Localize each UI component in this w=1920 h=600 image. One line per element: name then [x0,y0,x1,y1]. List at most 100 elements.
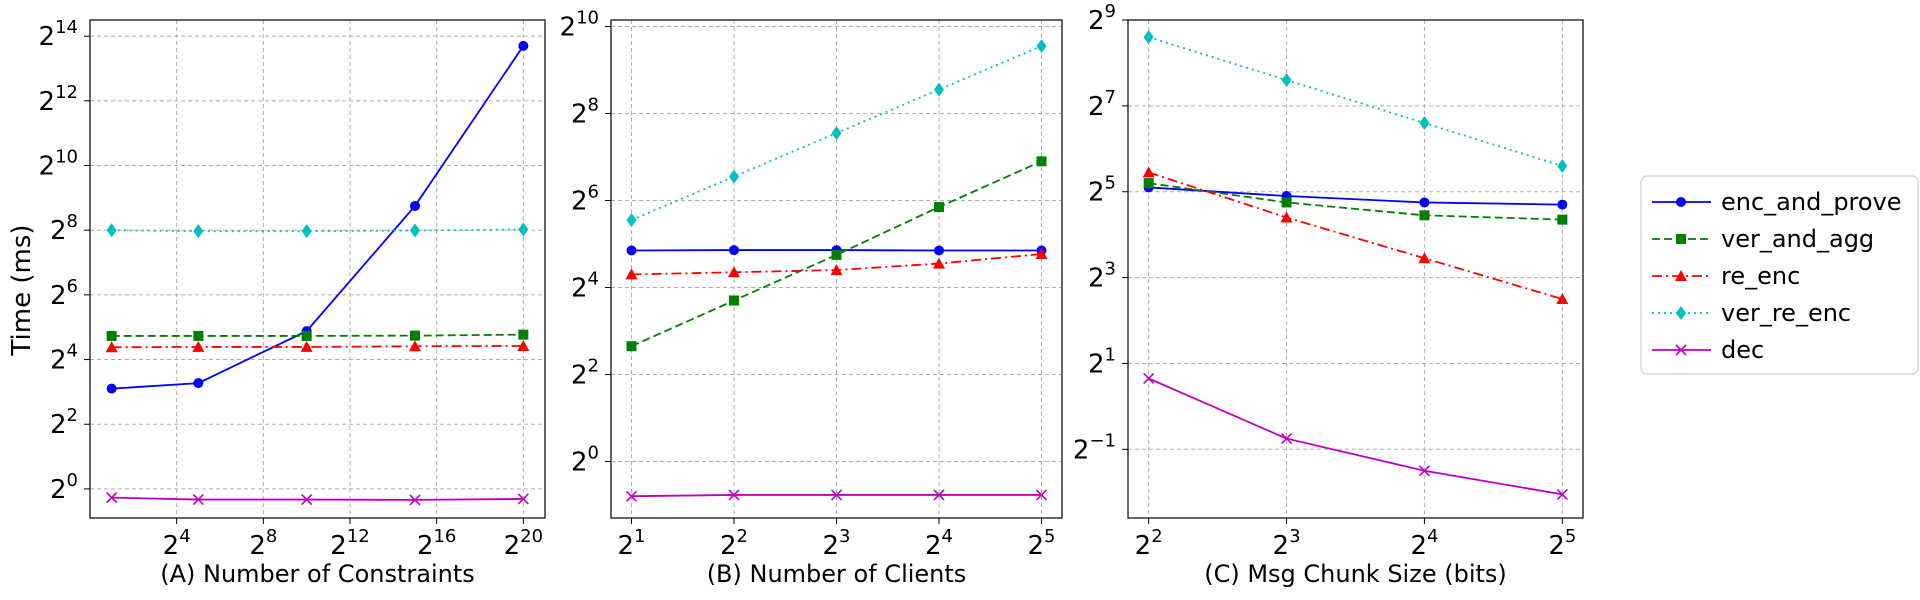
y-tick-label: 210 [560,8,599,43]
legend-label-ver_re_enc: ver_re_enc [1721,299,1851,327]
data-point-ver_re_enc [1143,30,1154,45]
legend-marker-ver_re_enc [1676,306,1686,320]
x-tick-label: 23 [823,526,851,561]
series-line-dec [1148,377,1563,496]
data-point-re_enc [728,266,740,278]
series-line-re_enc [1148,171,1563,300]
data-point-ver_and_agg [1036,156,1047,167]
y-tick-label: 29 [1088,1,1116,36]
x-tick-label: 21 [618,526,646,561]
legend-label-ver_and_agg: ver_and_agg [1721,225,1874,253]
legend-frame [1640,175,1919,375]
data-point-enc_and_prove [934,245,944,256]
x-tick-label: 23 [1273,526,1301,561]
y-tick-label: 25 [1088,173,1116,208]
x-tick-label: 212 [330,526,369,561]
panel-a: 24 28 212 216 220 20 22 24 26 28 210 212 214 (A) Numb… [39,17,546,588]
series-ver_and_agg [106,329,529,341]
data-point-ver_and_agg [410,330,420,341]
series-re_enc [105,339,530,353]
data-point-ver_re_enc [1419,116,1430,131]
legend: enc_and_prove ver_and_agg re_enc ver_re_enc… [1640,175,1919,375]
series-enc_and_prove [106,40,529,394]
legend-item-re_enc: re_enc [1652,262,1800,290]
data-point-enc_and_prove [106,383,117,394]
data-point-re_enc [1142,166,1155,178]
data-point-re_enc [409,340,421,352]
legend-label-re_enc: re_enc [1721,262,1800,290]
x-tick-label: 24 [1410,526,1438,561]
x-tick-label: 216 [417,526,456,561]
data-point-dec [1556,488,1568,500]
data-point-ver_and_agg [301,330,312,341]
x-tick-label: 22 [720,526,748,561]
data-point-enc_and_prove [410,200,420,211]
data-point-ver_re_enc [518,222,529,237]
y-tick-label: 23 [1088,259,1116,294]
data-point-enc_and_prove [518,40,529,51]
y-tick-label: 21 [1088,344,1116,379]
x-axis-label: (B) Number of Clients [707,560,967,588]
data-point-re_enc [830,264,843,276]
legend-item-enc_and_prove: enc_and_prove [1652,188,1902,216]
series-line-ver_and_agg [111,333,524,337]
data-point-ver_and_agg [518,329,529,340]
data-point-re_enc [300,340,313,352]
series-line-ver_re_enc [1148,36,1563,167]
data-point-ver_and_agg [1557,214,1568,225]
legend-label-dec: dec [1721,336,1764,364]
data-point-dec [728,489,740,501]
y-tick-label: 214 [39,17,78,52]
x-tick-label: 22 [1135,526,1163,561]
legend-marker-re_enc [1675,270,1687,281]
x-tick-label: 25 [1548,526,1576,561]
x-axis-label: (C) Msg Chunk Size (bits) [1204,560,1507,588]
data-point-enc_and_prove [193,378,204,389]
y-tick-label: 28 [50,211,78,246]
y-axis-label: Time (ms) [7,224,37,356]
axes-frame [1127,19,1584,519]
y-tick-label: 22 [50,405,78,440]
data-point-enc_and_prove [729,245,739,256]
x-tick-label: 25 [1028,526,1056,561]
y-tick-label: 28 [571,95,599,130]
legend-label-enc_and_prove: enc_and_prove [1721,188,1902,216]
series-dec [625,489,1048,502]
x-tick-label: 24 [925,526,953,561]
data-point-dec [933,489,945,501]
data-point-ver_and_agg [729,295,739,306]
x-axis-label: (A) Number of Constraints [160,560,475,588]
data-point-enc_and_prove [626,245,637,256]
data-point-ver_and_agg [626,341,637,352]
series-line-enc_and_prove [111,45,525,390]
data-point-dec [1418,465,1431,477]
legend-marker-dec [1675,344,1687,356]
data-point-ver_re_enc [934,82,944,97]
data-point-ver_and_agg [1143,178,1154,189]
data-point-ver_and_agg [934,202,944,213]
series-ver_and_agg [626,156,1047,352]
axes-frame [89,19,546,519]
axes-frame [610,19,1063,519]
series-ver_re_enc [106,222,529,239]
data-point-dec [1143,372,1155,385]
data-point-ver_and_agg [831,249,842,260]
data-point-dec [830,489,843,501]
series-line-ver_and_agg [1148,182,1563,221]
series-line-re_enc [111,345,524,349]
panel-b: 21 22 23 24 25 20 22 24 26 28 210 (B) Number of Cli… [560,8,1063,588]
series-line-enc_and_prove [1148,186,1563,206]
data-point-re_enc [1035,247,1048,259]
data-point-enc_and_prove [1557,199,1568,210]
data-point-re_enc [105,341,118,353]
data-point-dec [409,494,421,506]
data-point-dec [301,494,313,506]
legend-marker-ver_and_agg [1676,234,1686,244]
data-point-dec [625,490,638,502]
data-point-enc_and_prove [1419,197,1430,208]
data-point-re_enc [517,339,530,351]
data-point-re_enc [1556,293,1569,305]
data-point-re_enc [1280,211,1293,223]
series-dec [1143,372,1568,500]
